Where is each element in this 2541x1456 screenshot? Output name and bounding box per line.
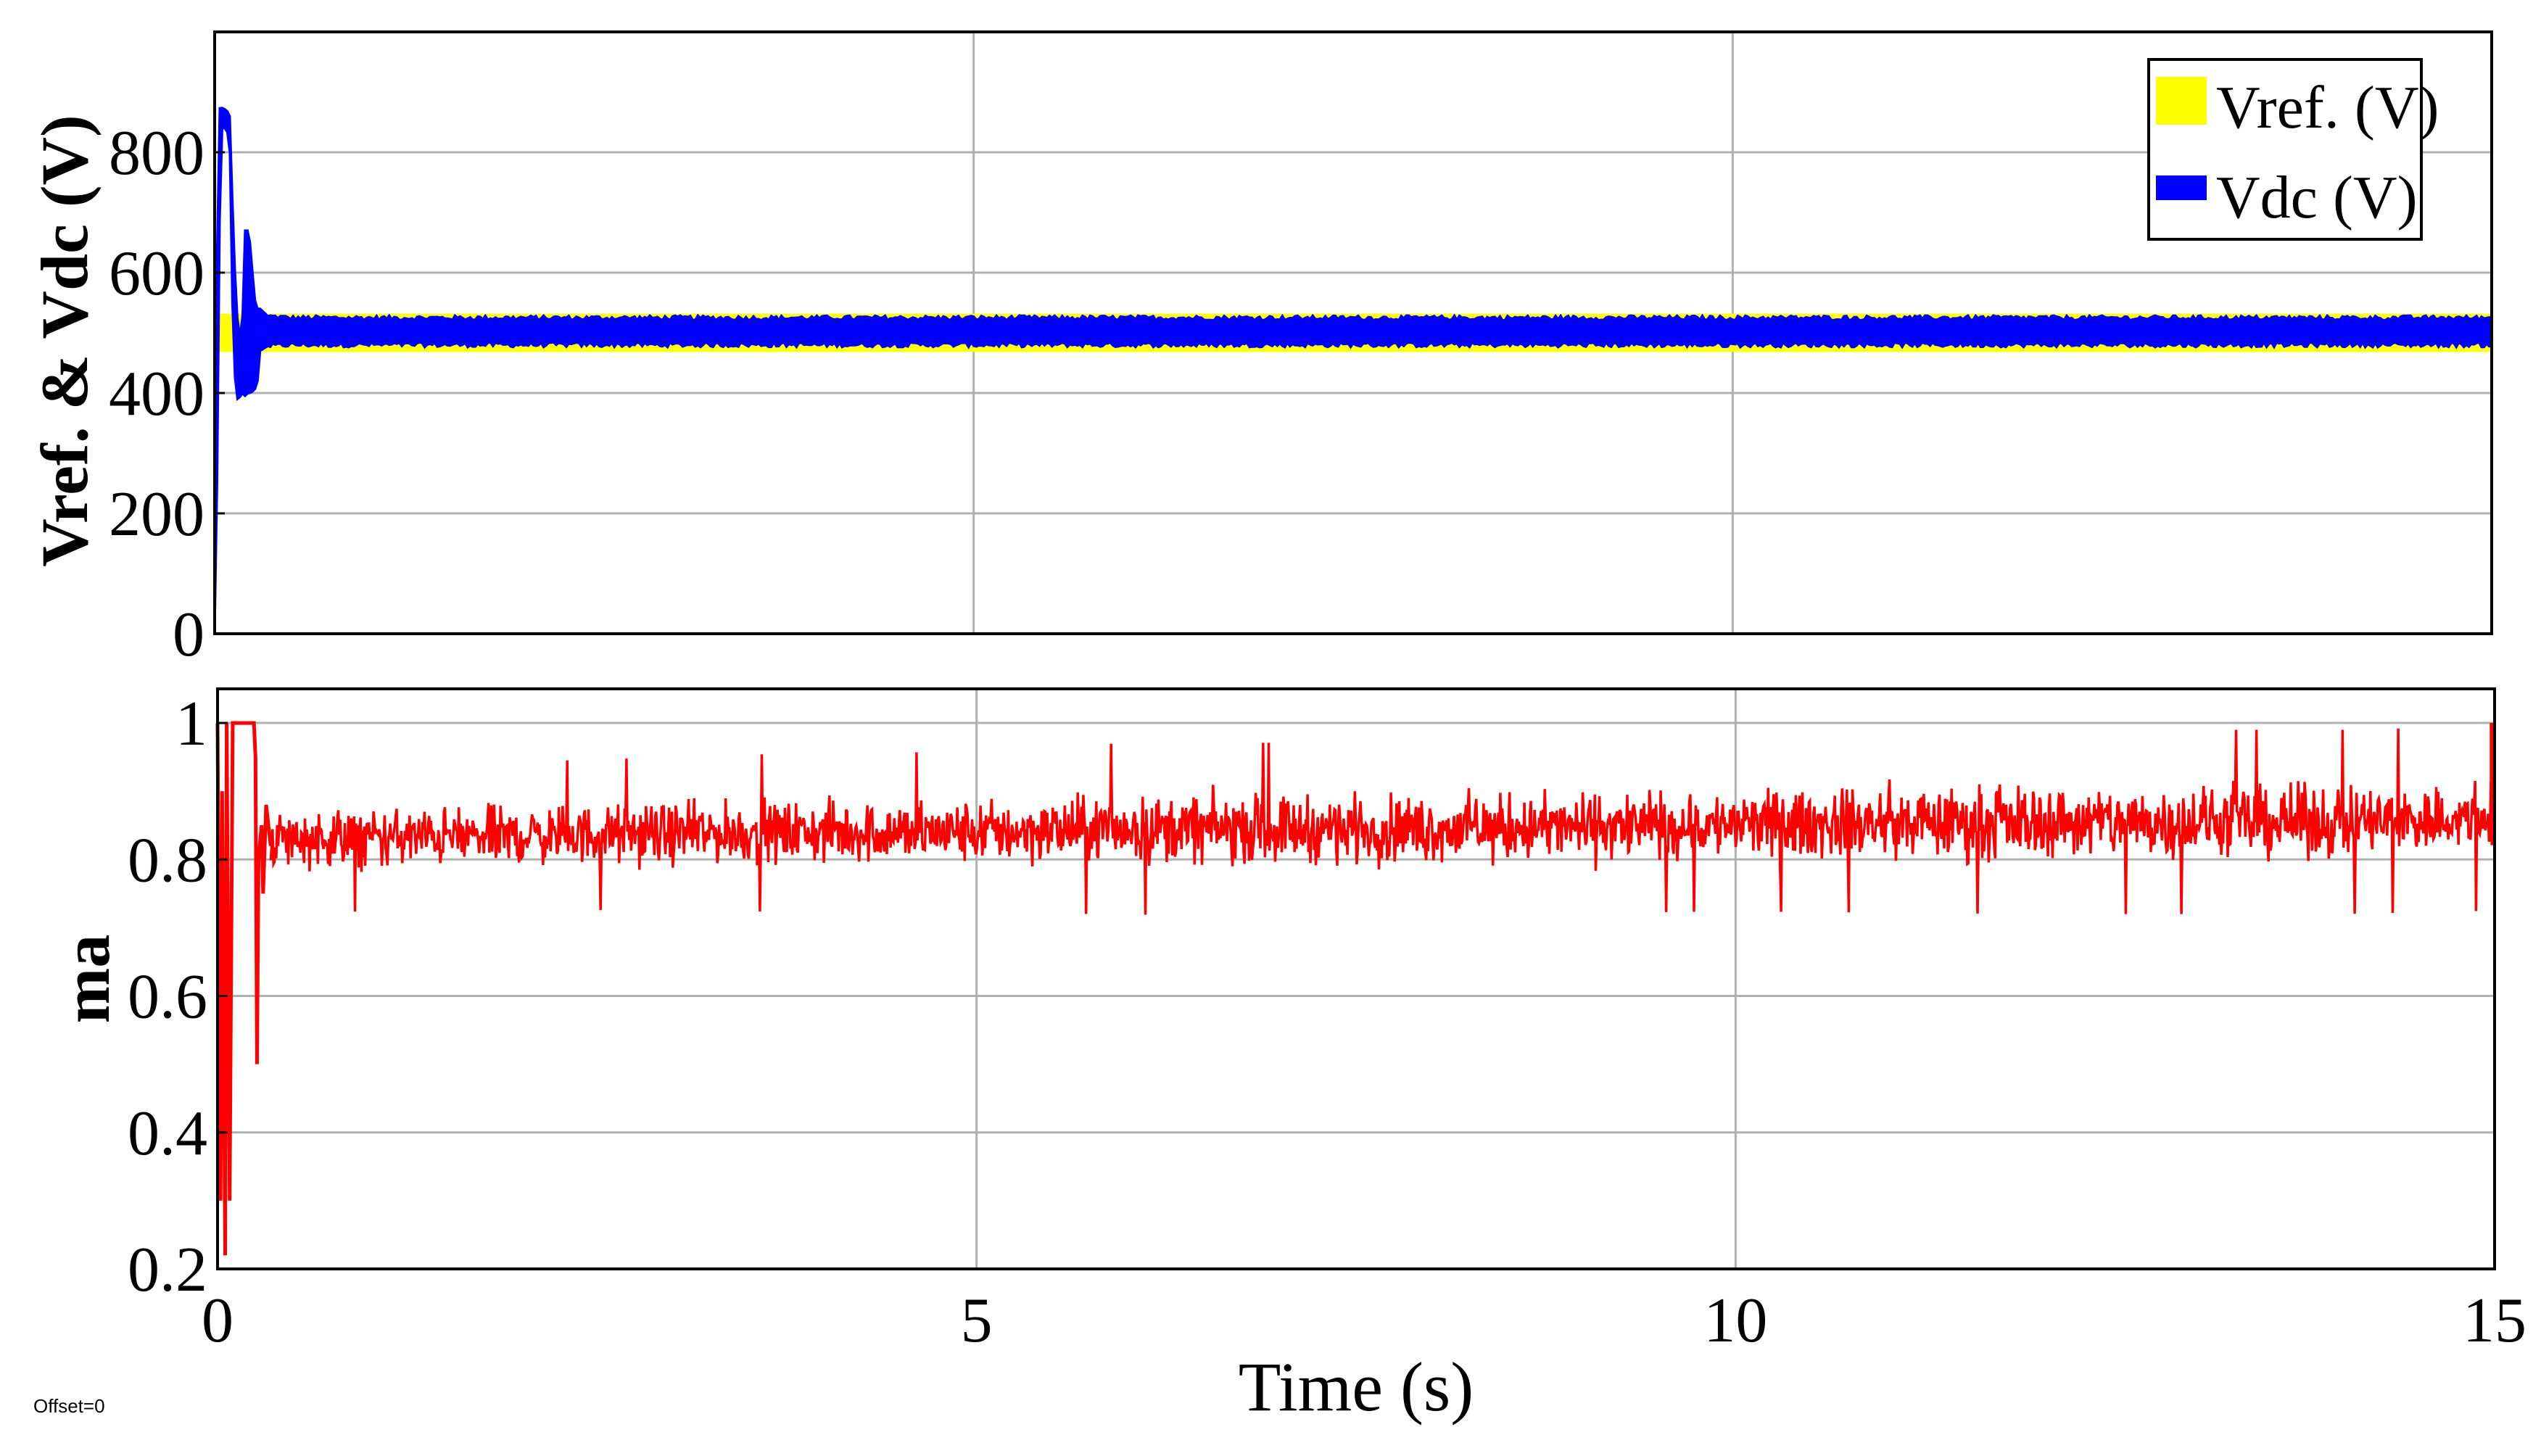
- voltage-y-tick-label: 400: [109, 359, 204, 429]
- ma-y-tick-label: 0.2: [128, 1235, 207, 1305]
- series-ma-noise: [269, 728, 2496, 915]
- legend-swatch-vref: [2156, 77, 2207, 125]
- legend-label-vref: Vref. (V): [2216, 74, 2439, 141]
- voltage-panel: 0 200 400 600 800 Vref. & Vdc (V) Vref. (V) …: [28, 30, 2493, 670]
- x-tick-label: 0: [202, 1286, 234, 1356]
- ma-panel: 0.2 0.4 0.6 0.8 1 0 5 10 15 ma Time (s): [49, 687, 2526, 1426]
- x-axis-label: Time (s): [1239, 1348, 1474, 1426]
- ma-x-ticks: 0 5 10 15: [202, 1286, 2526, 1356]
- ma-y-tick-label: 0.6: [128, 962, 207, 1033]
- ma-series: [215, 721, 2496, 1256]
- series-ma-transient: [215, 721, 273, 1256]
- legend-label-vdc: Vdc (V): [2216, 164, 2418, 231]
- x-tick-label: 10: [1703, 1286, 1767, 1356]
- ma-axes-box: [216, 687, 2496, 1270]
- voltage-y-axis-label: Vref. & Vdc (V): [28, 115, 102, 566]
- legend-box: [2147, 58, 2423, 241]
- ma-grid: [218, 689, 2495, 1269]
- voltage-legend: Vref. (V) Vdc (V): [2147, 58, 2439, 241]
- voltage-y-tick-label: 800: [109, 118, 204, 189]
- voltage-y-tick-label: 0: [173, 600, 204, 670]
- legend-swatch-vdc: [2156, 175, 2207, 200]
- offset-note: Offset=0: [33, 1395, 105, 1417]
- ma-y-axis-label: ma: [49, 935, 123, 1024]
- ma-y-tick-label: 1: [175, 689, 207, 759]
- voltage-axes-box: [213, 30, 2493, 635]
- x-tick-label: 5: [961, 1286, 993, 1356]
- ma-y-tick-label: 0.4: [128, 1099, 207, 1169]
- ma-y-ticks: 0.2 0.4 0.6 0.8 1: [128, 689, 228, 1305]
- voltage-y-ticks: 0 200 400 600 800: [109, 118, 225, 670]
- voltage-y-tick-label: 200: [109, 479, 204, 550]
- ma-y-tick-label: 0.8: [128, 825, 207, 895]
- voltage-y-tick-label: 600: [109, 239, 204, 309]
- x-tick-label: 15: [2463, 1286, 2526, 1356]
- ma-plot-area: [218, 689, 2495, 1269]
